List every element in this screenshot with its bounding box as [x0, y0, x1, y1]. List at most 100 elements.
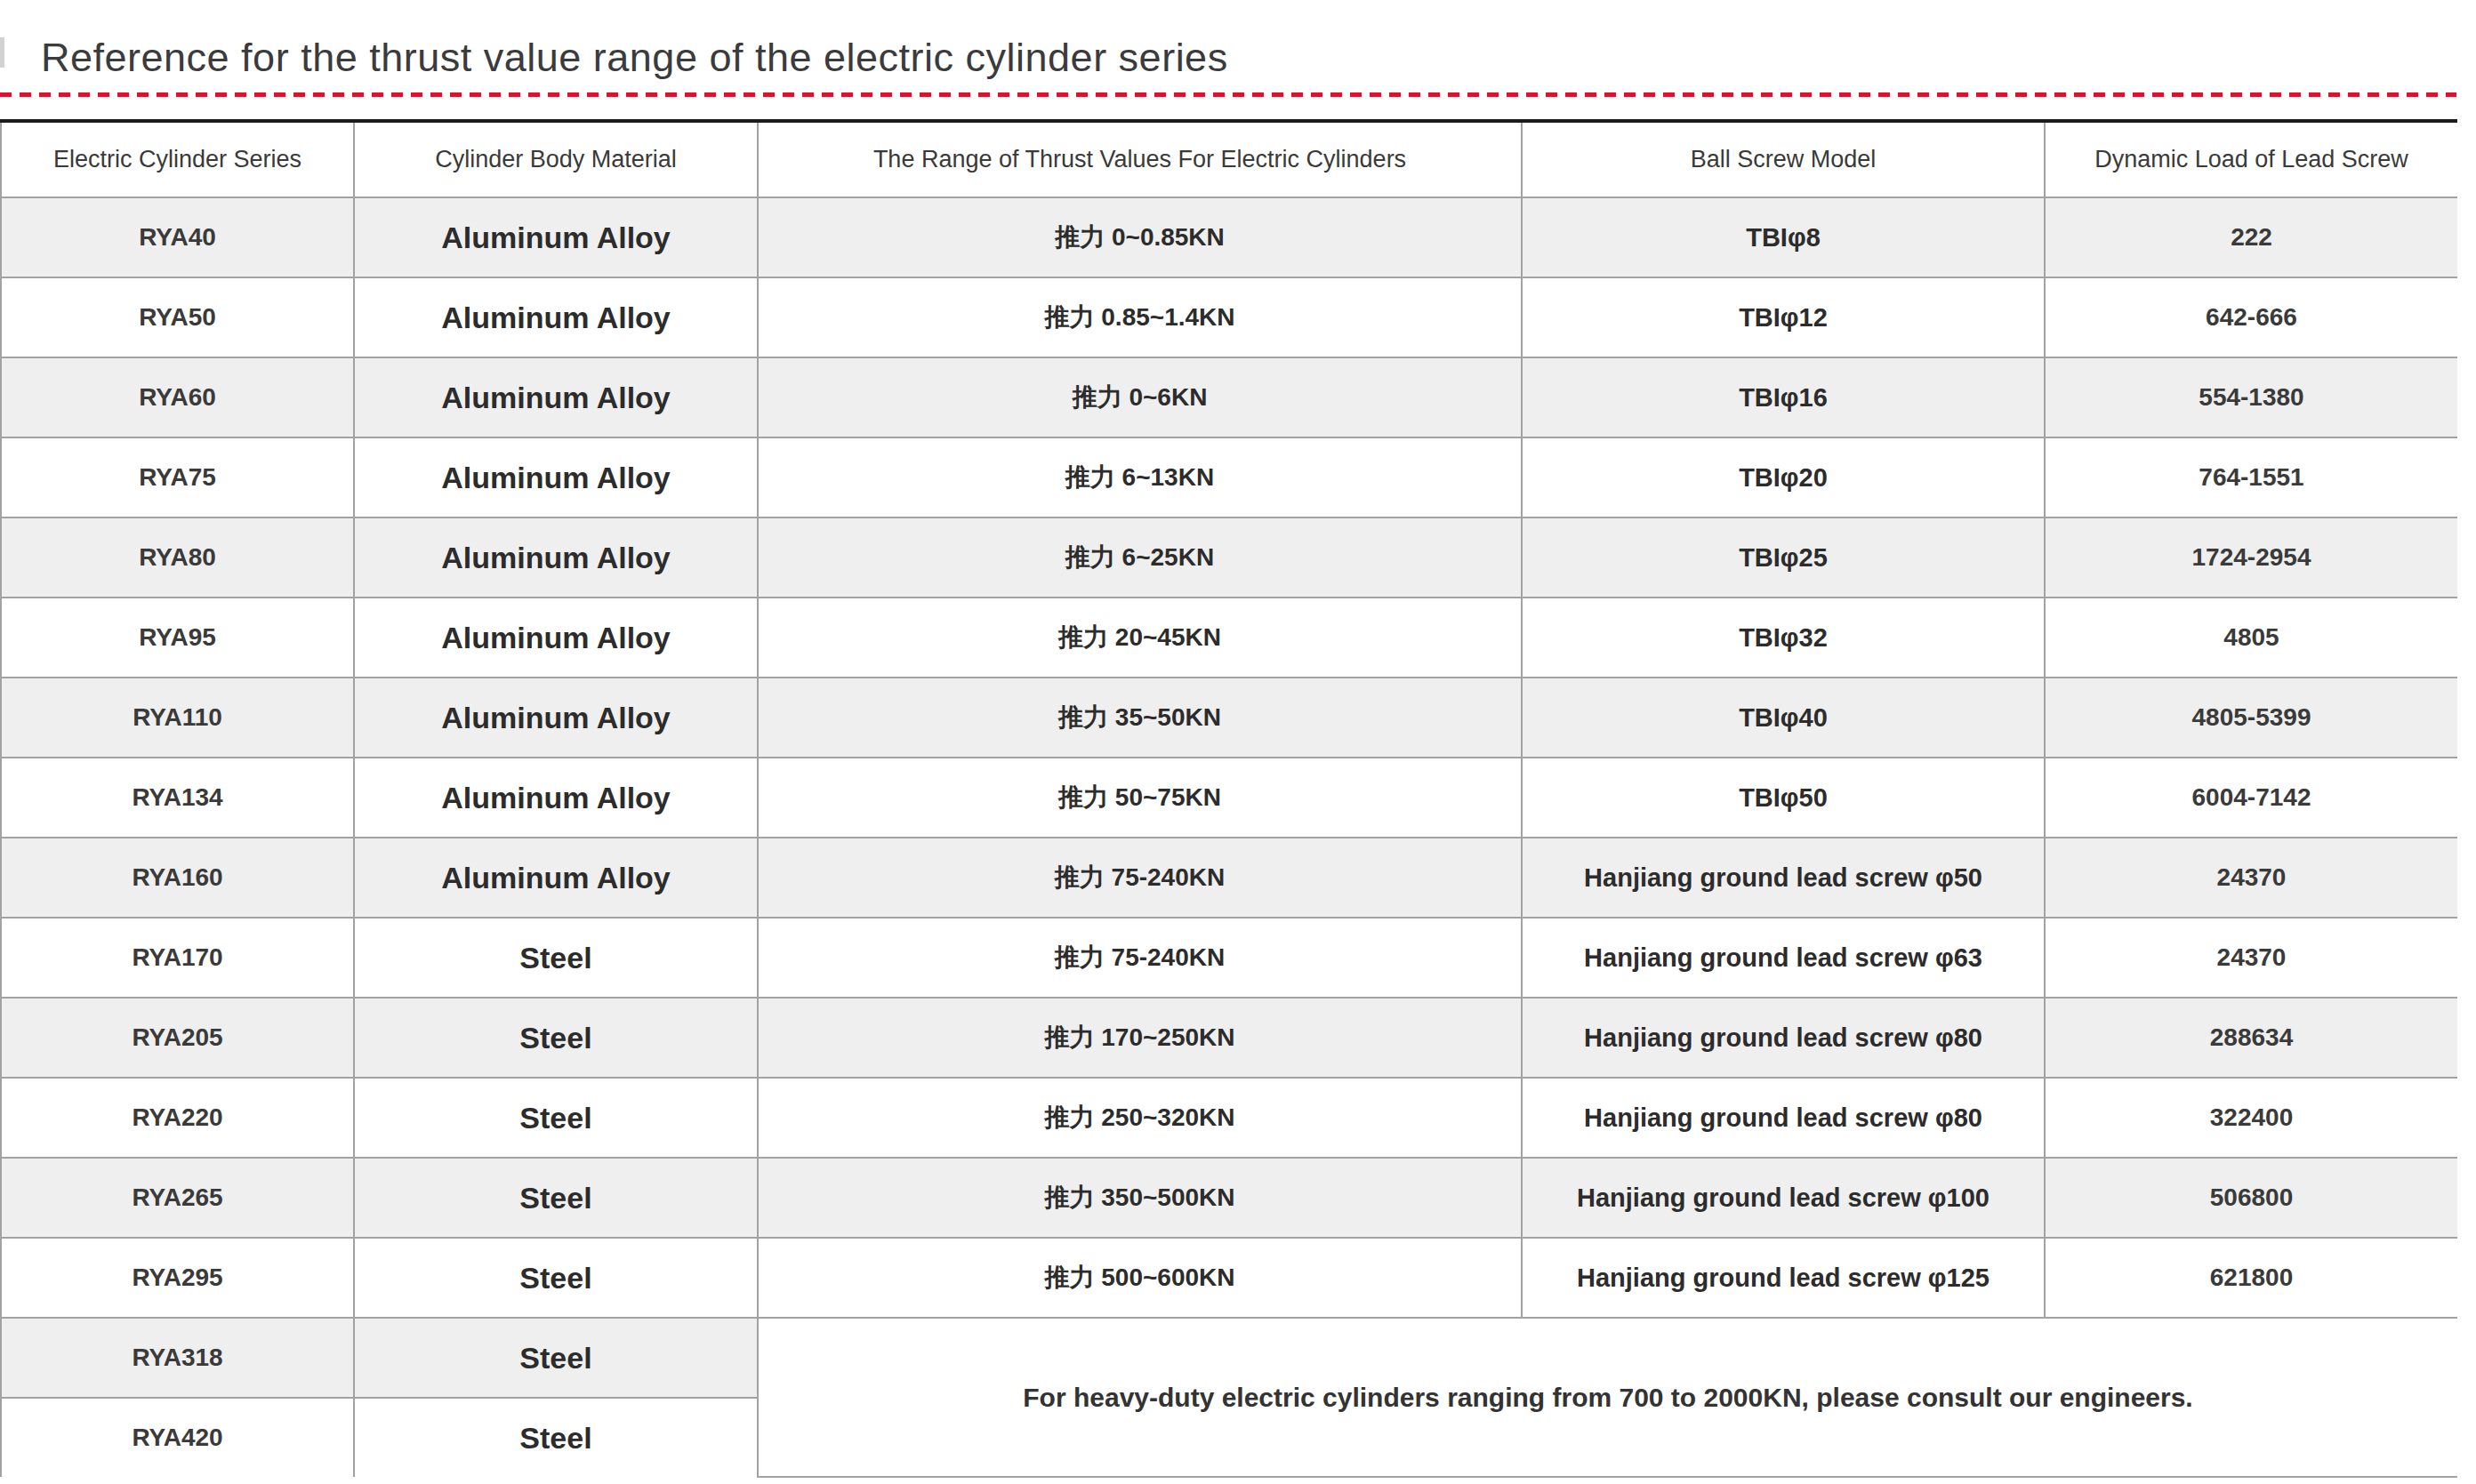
material-cell: Aluminum Alloy — [354, 197, 758, 277]
series-cell: RYA60 — [1, 357, 354, 437]
load-cell: 764-1551 — [2045, 437, 2457, 517]
thrust-cell: 推力 0~6KN — [758, 357, 1522, 437]
material-cell: Aluminum Alloy — [354, 758, 758, 838]
table-row: RYA318SteelFor heavy-duty electric cylin… — [1, 1318, 2457, 1398]
thrust-cell: 推力 20~45KN — [758, 598, 1522, 678]
load-cell: 322400 — [2045, 1078, 2457, 1158]
series-cell: RYA160 — [1, 838, 354, 918]
table-row: RYA60Aluminum Alloy推力 0~6KNTBIφ16554-138… — [1, 357, 2457, 437]
table-row: RYA220Steel推力 250~320KNHanjiang ground l… — [1, 1078, 2457, 1158]
material-cell: Aluminum Alloy — [354, 598, 758, 678]
screw-model-cell: TBIφ40 — [1522, 678, 2045, 758]
load-cell: 1724-2954 — [2045, 517, 2457, 598]
thrust-cell: 推力 6~13KN — [758, 437, 1522, 517]
header-cylinder-body-material: Cylinder Body Material — [354, 121, 758, 197]
load-cell: 4805 — [2045, 598, 2457, 678]
thrust-reference-table: Electric Cylinder Series Cylinder Body M… — [0, 119, 2457, 1478]
consult-note-cell: For heavy-duty electric cylinders rangin… — [758, 1318, 2457, 1477]
load-cell: 288634 — [2045, 998, 2457, 1078]
series-cell: RYA134 — [1, 758, 354, 838]
material-cell: Steel — [354, 918, 758, 998]
screw-model-cell: Hanjiang ground lead screw φ125 — [1522, 1238, 2045, 1318]
thrust-cell: 推力 0.85~1.4KN — [758, 277, 1522, 357]
series-cell: RYA95 — [1, 598, 354, 678]
load-cell: 4805-5399 — [2045, 678, 2457, 758]
table-body: RYA40Aluminum Alloy推力 0~0.85KNTBIφ8222RY… — [1, 197, 2457, 1477]
material-cell: Aluminum Alloy — [354, 437, 758, 517]
screw-model-cell: TBIφ32 — [1522, 598, 2045, 678]
load-cell: 642-666 — [2045, 277, 2457, 357]
screw-model-cell: TBIφ8 — [1522, 197, 2045, 277]
series-cell: RYA318 — [1, 1318, 354, 1398]
material-cell: Steel — [354, 1078, 758, 1158]
material-cell: Aluminum Alloy — [354, 277, 758, 357]
series-cell: RYA170 — [1, 918, 354, 998]
series-cell: RYA40 — [1, 197, 354, 277]
table-row: RYA205Steel推力 170~250KNHanjiang ground l… — [1, 998, 2457, 1078]
table-row: RYA134Aluminum Alloy推力 50~75KNTBIφ506004… — [1, 758, 2457, 838]
table-row: RYA80Aluminum Alloy推力 6~25KNTBIφ251724-2… — [1, 517, 2457, 598]
material-cell: Steel — [354, 998, 758, 1078]
screw-model-cell: TBIφ50 — [1522, 758, 2045, 838]
thrust-cell: 推力 75-240KN — [758, 838, 1522, 918]
table-row: RYA265Steel推力 350~500KNHanjiang ground l… — [1, 1158, 2457, 1238]
series-cell: RYA295 — [1, 1238, 354, 1318]
screw-model-cell: Hanjiang ground lead screw φ63 — [1522, 918, 2045, 998]
series-cell: RYA265 — [1, 1158, 354, 1238]
table-header-row: Electric Cylinder Series Cylinder Body M… — [1, 121, 2457, 197]
page: { "page": { "title": "Reference for the … — [0, 0, 2476, 1484]
series-cell: RYA110 — [1, 678, 354, 758]
thrust-cell: 推力 50~75KN — [758, 758, 1522, 838]
screw-model-cell: TBIφ12 — [1522, 277, 2045, 357]
table-row: RYA295Steel推力 500~600KNHanjiang ground l… — [1, 1238, 2457, 1318]
thrust-cell: 推力 500~600KN — [758, 1238, 1522, 1318]
thrust-cell: 推力 6~25KN — [758, 517, 1522, 598]
load-cell: 24370 — [2045, 918, 2457, 998]
thrust-cell: 推力 35~50KN — [758, 678, 1522, 758]
load-cell: 554-1380 — [2045, 357, 2457, 437]
table-row: RYA40Aluminum Alloy推力 0~0.85KNTBIφ8222 — [1, 197, 2457, 277]
series-cell: RYA420 — [1, 1398, 354, 1477]
screw-model-cell: Hanjiang ground lead screw φ80 — [1522, 1078, 2045, 1158]
screw-model-cell: TBIφ16 — [1522, 357, 2045, 437]
screw-model-cell: Hanjiang ground lead screw φ80 — [1522, 998, 2045, 1078]
screw-model-cell: TBIφ20 — [1522, 437, 2045, 517]
series-cell: RYA75 — [1, 437, 354, 517]
series-cell: RYA220 — [1, 1078, 354, 1158]
series-cell: RYA205 — [1, 998, 354, 1078]
material-cell: Aluminum Alloy — [354, 678, 758, 758]
load-cell: 506800 — [2045, 1158, 2457, 1238]
table-row: RYA95Aluminum Alloy推力 20~45KNTBIφ324805 — [1, 598, 2457, 678]
screw-model-cell: Hanjiang ground lead screw φ100 — [1522, 1158, 2045, 1238]
load-cell: 222 — [2045, 197, 2457, 277]
thrust-cell: 推力 0~0.85KN — [758, 197, 1522, 277]
material-cell: Steel — [354, 1318, 758, 1398]
thrust-cell: 推力 250~320KN — [758, 1078, 1522, 1158]
page-title: Reference for the thrust value range of … — [0, 0, 2476, 82]
red-dashed-divider — [0, 92, 2456, 97]
table-row: RYA110Aluminum Alloy推力 35~50KNTBIφ404805… — [1, 678, 2457, 758]
load-cell: 24370 — [2045, 838, 2457, 918]
material-cell: Aluminum Alloy — [354, 838, 758, 918]
material-cell: Steel — [354, 1158, 758, 1238]
table-row: RYA160Aluminum Alloy推力 75-240KNHanjiang … — [1, 838, 2457, 918]
material-cell: Aluminum Alloy — [354, 357, 758, 437]
thrust-cell: 推力 350~500KN — [758, 1158, 1522, 1238]
load-cell: 621800 — [2045, 1238, 2457, 1318]
table-row: RYA50Aluminum Alloy推力 0.85~1.4KNTBIφ1264… — [1, 277, 2457, 357]
header-dynamic-load: Dynamic Load of Lead Screw — [2045, 121, 2457, 197]
thrust-cell: 推力 75-240KN — [758, 918, 1522, 998]
load-cell: 6004-7142 — [2045, 758, 2457, 838]
cropped-icon-fragment — [0, 37, 4, 68]
material-cell: Steel — [354, 1238, 758, 1318]
series-cell: RYA50 — [1, 277, 354, 357]
header-electric-cylinder-series: Electric Cylinder Series — [1, 121, 354, 197]
thrust-cell: 推力 170~250KN — [758, 998, 1522, 1078]
series-cell: RYA80 — [1, 517, 354, 598]
material-cell: Steel — [354, 1398, 758, 1477]
header-ball-screw-model: Ball Screw Model — [1522, 121, 2045, 197]
table-row: RYA75Aluminum Alloy推力 6~13KNTBIφ20764-15… — [1, 437, 2457, 517]
screw-model-cell: TBIφ25 — [1522, 517, 2045, 598]
material-cell: Aluminum Alloy — [354, 517, 758, 598]
table-row: RYA170Steel推力 75-240KNHanjiang ground le… — [1, 918, 2457, 998]
